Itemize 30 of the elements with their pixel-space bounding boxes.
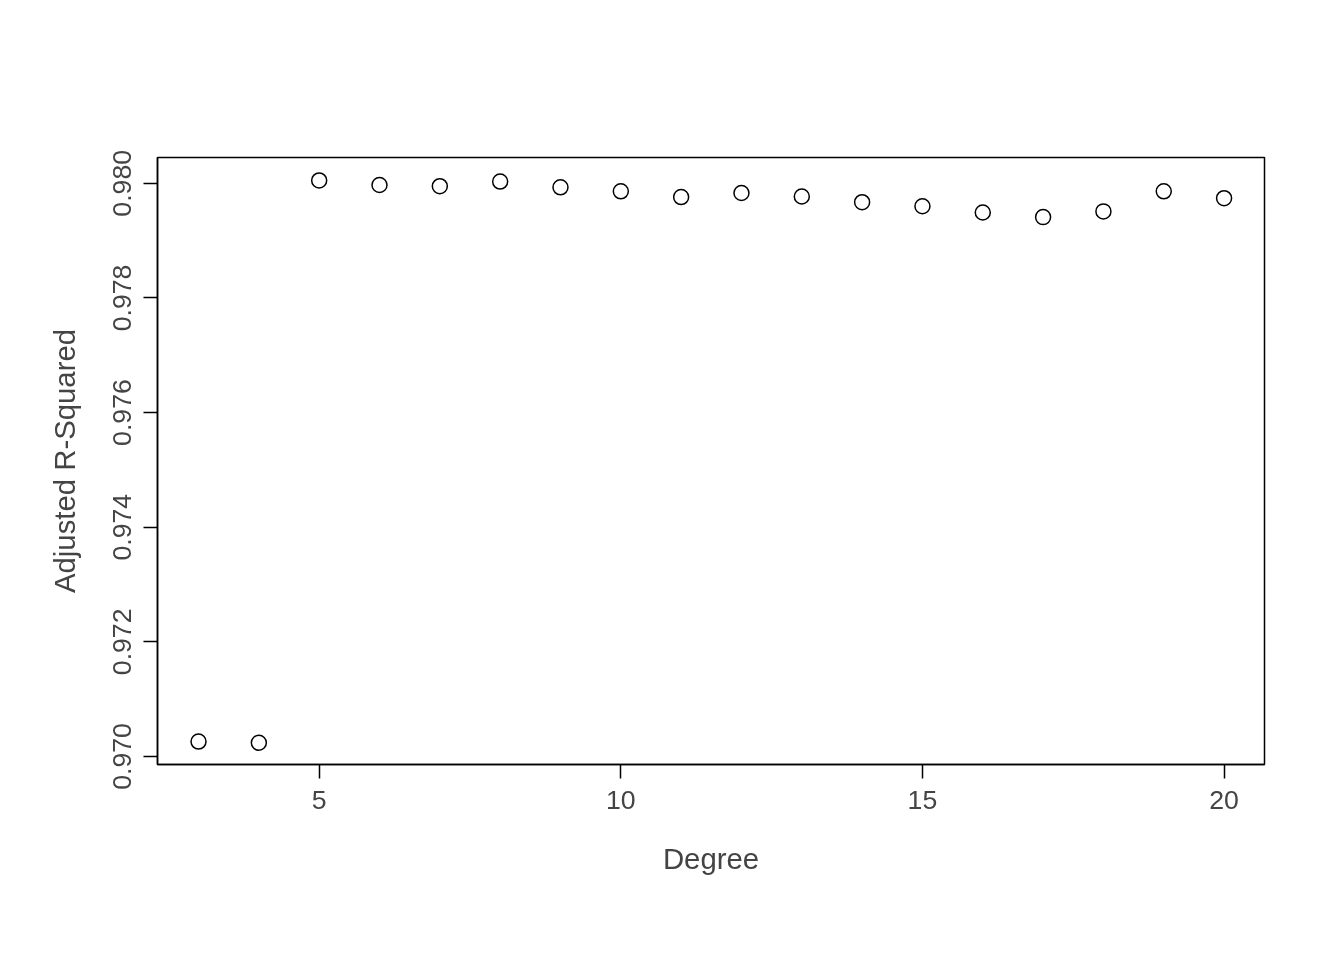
y-tick-label: 0.976 bbox=[107, 379, 138, 446]
point bbox=[1034, 208, 1052, 226]
point bbox=[190, 733, 207, 750]
point bbox=[1215, 189, 1233, 207]
x-axis-title: Degree bbox=[662, 841, 760, 875]
point bbox=[1155, 183, 1172, 200]
x-tick-label: 15 bbox=[907, 784, 938, 815]
point bbox=[310, 172, 328, 189]
y-axis-title: Adjusted R-Squared bbox=[47, 328, 81, 594]
y-tick-label: 0.972 bbox=[107, 608, 138, 676]
y-tick-label: 0.974 bbox=[107, 493, 138, 561]
point bbox=[853, 193, 871, 211]
point bbox=[491, 173, 509, 190]
point bbox=[552, 179, 569, 196]
point bbox=[371, 176, 388, 194]
point bbox=[793, 188, 811, 205]
point bbox=[733, 184, 750, 202]
y-tick-label: 0.978 bbox=[107, 264, 138, 332]
point bbox=[672, 188, 690, 206]
y-tick-label: 0.980 bbox=[107, 149, 138, 217]
point bbox=[914, 197, 931, 215]
point bbox=[1095, 203, 1112, 220]
point bbox=[250, 734, 268, 751]
x-tick-label: 10 bbox=[605, 784, 636, 815]
x-tick-label: 5 bbox=[311, 784, 327, 815]
point bbox=[974, 204, 992, 221]
point bbox=[612, 183, 630, 200]
point bbox=[431, 177, 449, 195]
x-tick-label: 20 bbox=[1209, 784, 1239, 815]
y-tick-label: 0.970 bbox=[107, 723, 138, 790]
